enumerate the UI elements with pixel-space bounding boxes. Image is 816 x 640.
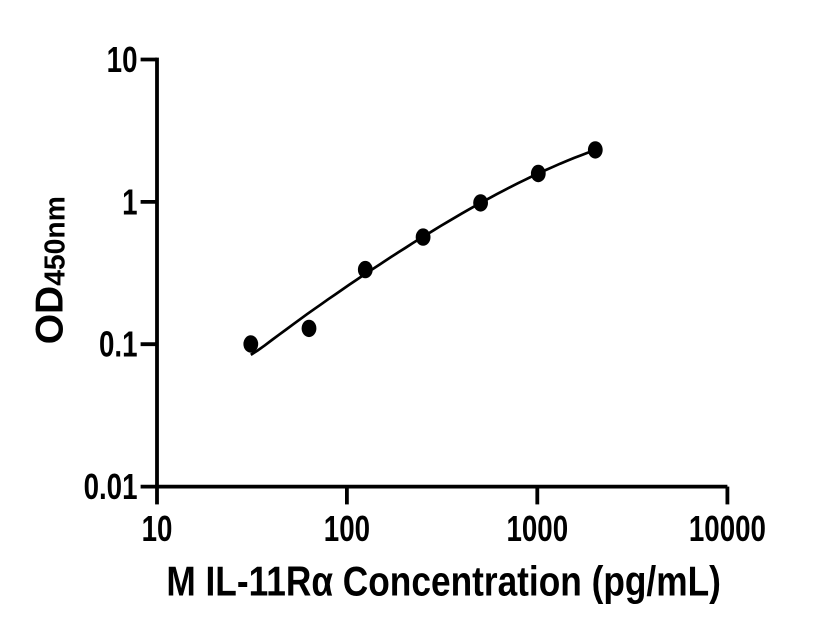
svg-text:1: 1 <box>122 182 137 222</box>
svg-text:1000: 1000 <box>506 508 568 548</box>
svg-text:10: 10 <box>107 39 138 79</box>
svg-text:0.01: 0.01 <box>84 467 138 507</box>
svg-text:M IL-11Rα Concentration (pg/mL: M IL-11Rα Concentration (pg/mL) <box>166 559 721 606</box>
svg-text:10000: 10000 <box>689 508 766 548</box>
svg-text:0.1: 0.1 <box>99 324 138 364</box>
svg-text:100: 100 <box>324 508 370 548</box>
svg-text:10: 10 <box>142 508 173 548</box>
